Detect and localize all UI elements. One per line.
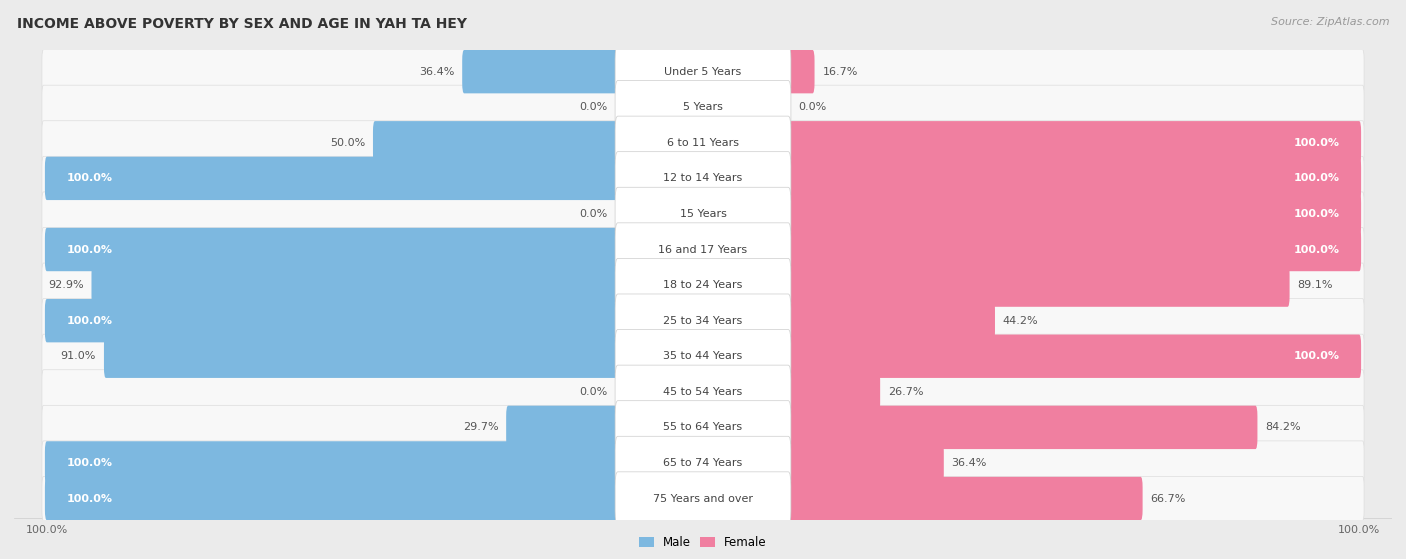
FancyBboxPatch shape xyxy=(614,472,792,525)
FancyBboxPatch shape xyxy=(614,116,792,169)
Text: 5 Years: 5 Years xyxy=(683,102,723,112)
FancyBboxPatch shape xyxy=(42,299,1364,343)
Text: 100.0%: 100.0% xyxy=(1294,138,1340,148)
FancyBboxPatch shape xyxy=(506,406,620,449)
FancyBboxPatch shape xyxy=(463,50,620,93)
FancyBboxPatch shape xyxy=(45,441,620,485)
Text: 100.0%: 100.0% xyxy=(66,458,112,468)
Text: 55 to 64 Years: 55 to 64 Years xyxy=(664,423,742,432)
Text: 100.0%: 100.0% xyxy=(1294,244,1340,254)
FancyBboxPatch shape xyxy=(42,476,1364,520)
Text: 29.7%: 29.7% xyxy=(463,423,498,432)
FancyBboxPatch shape xyxy=(614,365,792,419)
Text: 36.4%: 36.4% xyxy=(952,458,987,468)
Text: 65 to 74 Years: 65 to 74 Years xyxy=(664,458,742,468)
FancyBboxPatch shape xyxy=(614,187,792,240)
Text: 35 to 44 Years: 35 to 44 Years xyxy=(664,351,742,361)
Text: 100.0%: 100.0% xyxy=(66,316,112,326)
Text: 100.0%: 100.0% xyxy=(66,494,112,504)
FancyBboxPatch shape xyxy=(786,441,943,485)
Text: 100.0%: 100.0% xyxy=(1294,209,1340,219)
Text: 6 to 11 Years: 6 to 11 Years xyxy=(666,138,740,148)
FancyBboxPatch shape xyxy=(786,299,995,342)
FancyBboxPatch shape xyxy=(786,157,1361,200)
Text: INCOME ABOVE POVERTY BY SEX AND AGE IN YAH TA HEY: INCOME ABOVE POVERTY BY SEX AND AGE IN Y… xyxy=(17,17,467,31)
Text: 0.0%: 0.0% xyxy=(579,209,607,219)
FancyBboxPatch shape xyxy=(614,223,792,276)
Text: Under 5 Years: Under 5 Years xyxy=(665,67,741,77)
Text: 91.0%: 91.0% xyxy=(60,351,96,361)
Text: 15 Years: 15 Years xyxy=(679,209,727,219)
Text: Source: ZipAtlas.com: Source: ZipAtlas.com xyxy=(1271,17,1389,27)
Text: 84.2%: 84.2% xyxy=(1265,423,1301,432)
FancyBboxPatch shape xyxy=(614,45,792,98)
FancyBboxPatch shape xyxy=(786,192,1361,236)
FancyBboxPatch shape xyxy=(786,50,814,93)
Text: 0.0%: 0.0% xyxy=(799,102,827,112)
FancyBboxPatch shape xyxy=(45,157,620,200)
FancyBboxPatch shape xyxy=(786,370,880,414)
FancyBboxPatch shape xyxy=(42,192,1364,236)
Text: 16.7%: 16.7% xyxy=(823,67,858,77)
FancyBboxPatch shape xyxy=(42,50,1364,94)
FancyBboxPatch shape xyxy=(42,334,1364,378)
FancyBboxPatch shape xyxy=(614,294,792,347)
Text: 66.7%: 66.7% xyxy=(1150,494,1185,504)
FancyBboxPatch shape xyxy=(42,263,1364,307)
FancyBboxPatch shape xyxy=(45,299,620,342)
FancyBboxPatch shape xyxy=(786,121,1361,164)
FancyBboxPatch shape xyxy=(614,436,792,490)
FancyBboxPatch shape xyxy=(42,85,1364,129)
Text: 92.9%: 92.9% xyxy=(48,280,83,290)
Text: 36.4%: 36.4% xyxy=(419,67,454,77)
FancyBboxPatch shape xyxy=(42,228,1364,272)
Text: 0.0%: 0.0% xyxy=(579,102,607,112)
Text: 45 to 54 Years: 45 to 54 Years xyxy=(664,387,742,397)
FancyBboxPatch shape xyxy=(45,477,620,520)
Text: 100.0%: 100.0% xyxy=(1294,351,1340,361)
Text: 25 to 34 Years: 25 to 34 Years xyxy=(664,316,742,326)
FancyBboxPatch shape xyxy=(104,334,620,378)
FancyBboxPatch shape xyxy=(614,258,792,312)
FancyBboxPatch shape xyxy=(373,121,620,164)
FancyBboxPatch shape xyxy=(42,157,1364,201)
Text: 44.2%: 44.2% xyxy=(1002,316,1039,326)
FancyBboxPatch shape xyxy=(786,263,1289,307)
Text: 18 to 24 Years: 18 to 24 Years xyxy=(664,280,742,290)
Text: 26.7%: 26.7% xyxy=(889,387,924,397)
Text: 100.0%: 100.0% xyxy=(66,173,112,183)
FancyBboxPatch shape xyxy=(786,334,1361,378)
Text: 100.0%: 100.0% xyxy=(66,244,112,254)
FancyBboxPatch shape xyxy=(614,151,792,205)
Text: 100.0%: 100.0% xyxy=(1294,173,1340,183)
Text: 0.0%: 0.0% xyxy=(579,387,607,397)
FancyBboxPatch shape xyxy=(614,330,792,383)
FancyBboxPatch shape xyxy=(614,80,792,134)
FancyBboxPatch shape xyxy=(614,401,792,454)
FancyBboxPatch shape xyxy=(786,406,1257,449)
FancyBboxPatch shape xyxy=(42,405,1364,449)
Legend: Male, Female: Male, Female xyxy=(634,532,772,554)
FancyBboxPatch shape xyxy=(786,228,1361,271)
FancyBboxPatch shape xyxy=(45,228,620,271)
FancyBboxPatch shape xyxy=(91,263,620,307)
FancyBboxPatch shape xyxy=(42,369,1364,414)
Text: 16 and 17 Years: 16 and 17 Years xyxy=(658,244,748,254)
Text: 75 Years and over: 75 Years and over xyxy=(652,494,754,504)
Text: 12 to 14 Years: 12 to 14 Years xyxy=(664,173,742,183)
FancyBboxPatch shape xyxy=(42,121,1364,165)
Text: 50.0%: 50.0% xyxy=(330,138,366,148)
FancyBboxPatch shape xyxy=(42,441,1364,485)
FancyBboxPatch shape xyxy=(786,477,1143,520)
Text: 89.1%: 89.1% xyxy=(1298,280,1333,290)
